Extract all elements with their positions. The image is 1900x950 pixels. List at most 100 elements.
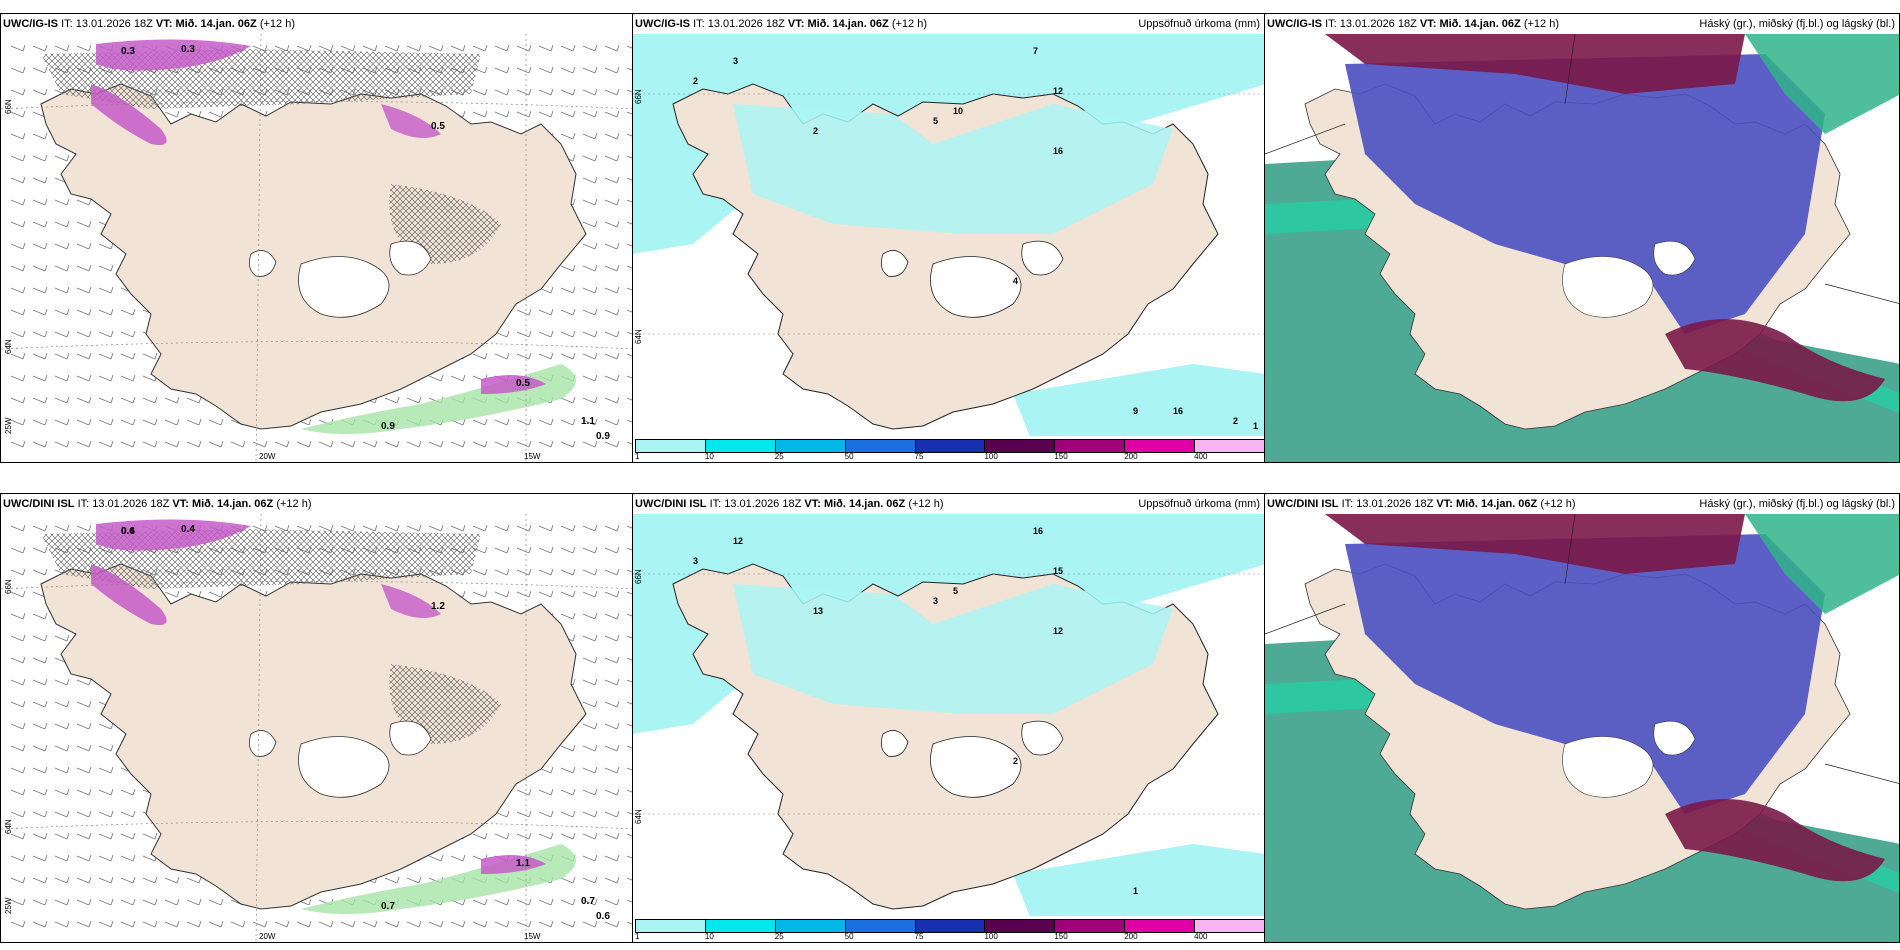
precip-colorbar: 1 10 25 50 75 100 150 200 400 [633, 916, 1264, 942]
colorbar-label: 75 [914, 932, 924, 941]
glacier [1021, 720, 1064, 756]
colorbar-label: 1 [635, 452, 640, 461]
it-label: IT: [693, 18, 705, 30]
value-label: 0.9 [381, 421, 395, 432]
snow-purple-south [481, 375, 546, 394]
glacier [248, 730, 277, 757]
vt-time: Mið. 14.jan. 06Z [807, 18, 889, 30]
value-label: 0.7 [581, 896, 595, 907]
colorbar-label: 10 [704, 932, 714, 941]
precip-value: 16 [1053, 146, 1063, 156]
vt-time: Mið. 14.jan. 06Z [1439, 18, 1521, 30]
value-label: 0.4 [181, 524, 195, 535]
map-canvas [1265, 514, 1899, 942]
glacier [298, 736, 390, 798]
graticule [633, 93, 1264, 335]
colorbar-label: 150 [1054, 452, 1068, 461]
value-label: 0.4 [121, 526, 135, 537]
panel-title: Háský (gr.), miðský (fj.bl.) og lágský (… [1699, 18, 1895, 30]
precip-value: 15 [1053, 566, 1063, 576]
glacier [880, 250, 909, 277]
precip-value: 12 [1053, 626, 1063, 636]
colorbar-swatch [774, 439, 846, 453]
map-panel-top-mid: UWC/IG-IS IT: 13.01.2026 18Z VT: Mið. 14… [632, 13, 1265, 463]
precip-value: 2 [1233, 416, 1238, 426]
value-label: 0.3 [121, 46, 135, 57]
low-cloud-northeast [1745, 514, 1899, 614]
map-panel-top-left: UWC/IG-IS IT: 13.01.2026 18Z VT: Mið. 14… [0, 13, 633, 463]
value-label: 0.5 [516, 378, 530, 389]
clear-area [1653, 240, 1696, 276]
colorbar-label: 25 [774, 452, 784, 461]
value-label: 1.2 [431, 601, 445, 612]
colorbar-swatch [635, 439, 706, 453]
axis-label: 25W [4, 417, 13, 434]
value-label: 0.5 [431, 121, 445, 132]
lead-time: (+12 h) [1540, 498, 1576, 510]
model-name: UWC/IG-IS [3, 18, 58, 30]
colorbar-swatch [1124, 919, 1196, 933]
colorbar-label: 200 [1124, 452, 1138, 461]
colorbar-label: 200 [1124, 932, 1138, 941]
graticule [1, 514, 632, 942]
lead-time: (+12 h) [1523, 18, 1559, 30]
colorbar-swatch [914, 919, 986, 933]
clear-area [1562, 256, 1654, 318]
graticule [633, 573, 1264, 815]
it-time: 13.01.2026 18Z [1339, 18, 1417, 30]
precip-cyan-land [733, 584, 1173, 714]
precip-cyan-south [1013, 844, 1264, 924]
colorbar-label: 1 [635, 932, 640, 941]
panel-header: UWC/IG-IS IT: 13.01.2026 18Z VT: Mið. 14… [1, 14, 632, 34]
colorbar-label: 50 [844, 452, 854, 461]
axis-label: 25W [4, 897, 13, 914]
model-name: UWC/DINI ISL [635, 498, 707, 510]
precip-value: 12 [1053, 86, 1063, 96]
axis-label: 20W [259, 932, 276, 941]
precip-value: 4 [1013, 276, 1018, 286]
precip-value: 16 [1173, 406, 1183, 416]
map-panel-top-right: UWC/IG-IS IT: 13.01.2026 18Z VT: Mið. 14… [1264, 13, 1900, 463]
mid-cloud [1345, 54, 1825, 334]
axis-label: 66N [4, 99, 13, 114]
it-time: 13.01.2026 18Z [707, 18, 785, 30]
it-time: 13.01.2026 18Z [75, 18, 153, 30]
value-label: 1.1 [516, 858, 530, 869]
vt-label: VT: [1419, 18, 1437, 30]
clear-area [1653, 720, 1696, 756]
vt-label: VT: [155, 18, 173, 30]
glacier [389, 240, 432, 276]
value-label: 0.9 [596, 431, 610, 442]
snow-purple-south [481, 855, 546, 874]
country-border [1265, 34, 1899, 304]
low-cloud-band [1265, 674, 1899, 894]
snow-purple-northeast [381, 584, 441, 618]
panel-title: Uppsöfnuð úrkoma (mm) [1138, 18, 1260, 30]
vt-label: VT: [172, 498, 189, 510]
panel-title: Háský (gr.), miðský (fj.bl.) og lágský (… [1699, 498, 1895, 510]
precip-value: 16 [1033, 526, 1043, 536]
precip-value: 3 [733, 56, 738, 66]
colorbar-label: 10 [704, 452, 714, 461]
axis-label: 64N [4, 339, 13, 354]
colorbar-label: 100 [984, 932, 998, 941]
map-panel-bottom-mid: UWC/DINI ISL IT: 13.01.2026 18Z VT: Mið.… [632, 493, 1265, 943]
glacier [248, 250, 277, 277]
precip-value: 2 [813, 126, 818, 136]
lead-time: (+12 h) [908, 498, 944, 510]
it-label: IT: [1325, 18, 1337, 30]
axis-label: 64N [4, 819, 13, 834]
axis-label: 20W [259, 452, 276, 461]
snow-purple-north [96, 519, 251, 551]
vt-label: VT: [787, 18, 805, 30]
axis-label: 66N [4, 579, 13, 594]
colorbar-swatch [1124, 439, 1196, 453]
panel-header: UWC/DINI ISL IT: 13.01.2026 18Z VT: Mið.… [633, 494, 1264, 514]
model-name: UWC/IG-IS [1267, 18, 1322, 30]
glacier [880, 730, 909, 757]
high-cloud-south [1665, 319, 1885, 402]
snow-purple-northeast [381, 104, 441, 138]
panel-title: Uppsöfnuð úrkoma (mm) [1138, 498, 1260, 510]
value-label: 0.6 [596, 911, 610, 922]
